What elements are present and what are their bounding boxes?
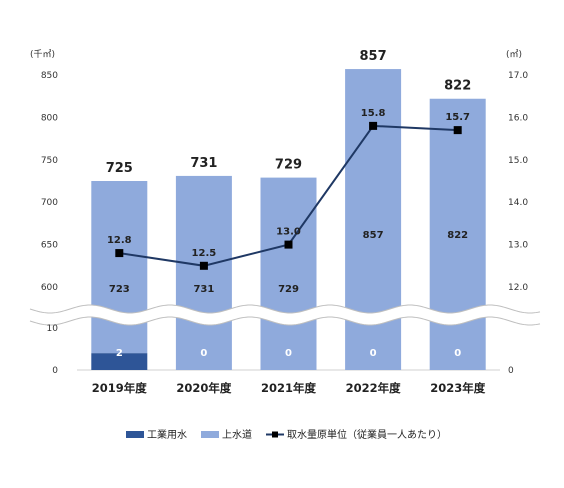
right-tick-label: 15.0	[508, 156, 528, 166]
bar-total-label: 725	[106, 161, 133, 176]
intake-unit-label: 12.8	[107, 235, 132, 246]
bar-tap-water-label: 857	[363, 230, 384, 241]
legend-swatch-industrial	[126, 431, 144, 438]
category-label: 2020年度	[176, 381, 232, 395]
bar-tap-water	[260, 177, 317, 370]
right-tick-label: 14.0	[508, 198, 528, 208]
bar-total-label: 731	[190, 156, 217, 171]
category-label: 2023年度	[430, 381, 486, 395]
bar-total-label: 729	[275, 158, 302, 173]
category-label: 2021年度	[261, 381, 317, 395]
left-tick-label: 850	[41, 71, 58, 81]
left-tick-label: 600	[41, 283, 58, 293]
legend-label-industrial: 工業用水	[147, 428, 187, 441]
legend-swatch-tap-water	[201, 431, 219, 438]
legend-label-tap-water: 上水道	[222, 428, 252, 441]
bar-industrial-label: 0	[370, 348, 377, 359]
bar-tap-water-label: 723	[109, 284, 130, 295]
left-axis-unit: (千㎥)	[30, 49, 55, 60]
bar-total-label: 822	[444, 79, 471, 94]
intake-unit-label: 15.8	[361, 108, 386, 119]
intake-unit-point	[453, 126, 462, 135]
bar-industrial-label: 2	[116, 348, 123, 359]
legend-label-intake-unit: 取水量原単位（従業員一人あたり）	[287, 428, 447, 441]
bar-industrial-label: 0	[285, 348, 292, 359]
right-tick-label: 12.0	[508, 283, 528, 293]
intake-unit-point	[199, 261, 208, 270]
bar-tap-water-label: 731	[193, 284, 214, 295]
bar-industrial-label: 0	[200, 348, 207, 359]
bar-total-label: 857	[360, 49, 387, 64]
intake-unit-point	[284, 240, 293, 249]
bar-industrial-label: 0	[454, 348, 461, 359]
bar-industrial-water	[91, 353, 148, 370]
legend-marker-intake-unit	[272, 431, 278, 438]
legend: 工業用水 上水道 取水量原単位（従業員一人あたり）	[126, 428, 447, 441]
bar-tap-water	[175, 175, 232, 370]
axis-break-edge-top	[29, 304, 541, 314]
left-tick-label: 700	[41, 198, 58, 208]
left-tick-label: 800	[41, 113, 58, 123]
left-tick-label: 750	[41, 156, 58, 166]
right-axis-unit: (㎥)	[506, 49, 522, 60]
axis-break-band	[30, 305, 540, 325]
category-label: 2022年度	[346, 381, 402, 395]
intake-unit-point	[369, 121, 378, 130]
bar-tap-water-label: 729	[278, 284, 299, 295]
intake-unit-point	[115, 249, 124, 258]
category-label: 2019年度	[92, 381, 148, 395]
right-tick-label: 0	[508, 366, 514, 376]
right-tick-label: 13.0	[508, 241, 528, 251]
right-tick-label: 17.0	[508, 71, 528, 81]
left-tick-label: 0	[52, 366, 58, 376]
intake-unit-label: 15.7	[445, 112, 470, 123]
right-tick-label: 16.0	[508, 113, 528, 123]
left-tick-label: 10	[47, 324, 59, 334]
intake-unit-label: 12.5	[192, 248, 217, 259]
left-tick-label: 650	[41, 241, 58, 251]
bar-tap-water-label: 822	[447, 230, 468, 241]
intake-unit-label: 13.0	[276, 227, 301, 238]
bar-tap-water	[91, 181, 148, 354]
axis-break-edge-bottom	[29, 316, 541, 326]
